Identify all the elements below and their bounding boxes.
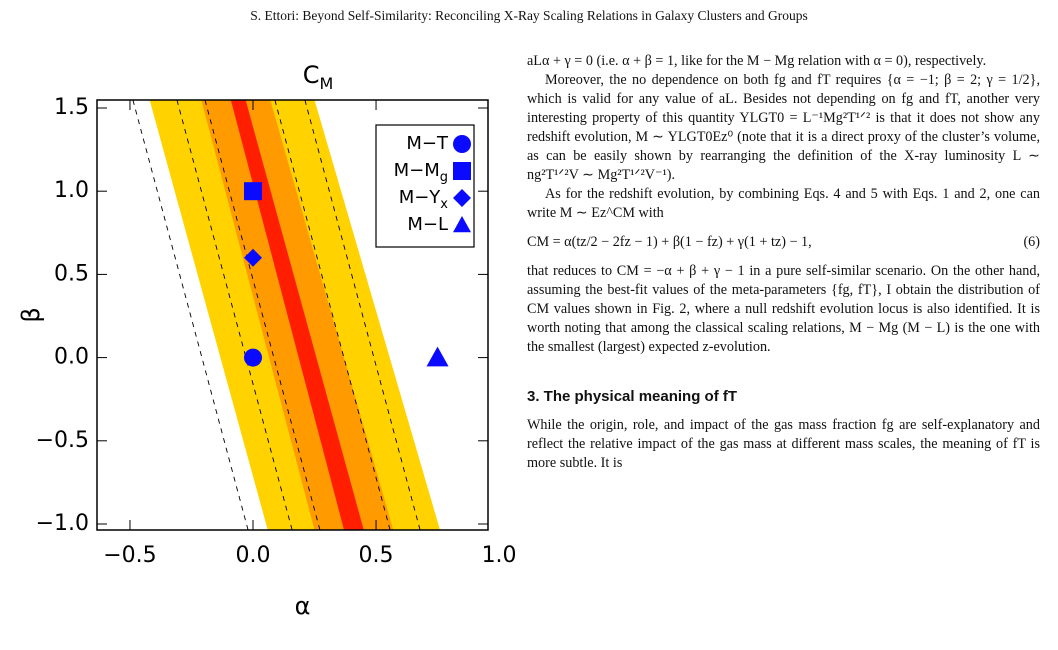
x-tick-label: −0.5	[103, 543, 156, 568]
contour-line	[132, 100, 249, 530]
paragraph: While the origin, role, and impact of th…	[527, 417, 1040, 471]
paragraph: As for the redshift evolution, by combin…	[527, 186, 1040, 221]
y-axis-label: β	[17, 307, 45, 322]
paragraph: that reduces to CM = −α + β + γ − 1 in a…	[527, 263, 1040, 355]
x-tick-label: 1.0	[482, 543, 517, 568]
contour-line	[176, 100, 293, 530]
legend-marker	[453, 216, 471, 233]
legend-label: M−Mg	[394, 160, 448, 185]
legend-marker	[453, 135, 471, 153]
legend-sub: x	[440, 197, 448, 212]
legend-label: M−Yx	[399, 187, 449, 212]
marker	[244, 348, 263, 367]
x-tick-label: 0.0	[236, 543, 271, 568]
marker	[426, 346, 449, 367]
contour-line	[274, 100, 391, 530]
text-column: aLα + γ = 0 (i.e. α + β = 1, like for th…	[527, 52, 1040, 473]
band	[230, 100, 364, 530]
legend-name: M−M	[394, 160, 440, 181]
y-tick-label: 1.5	[54, 95, 89, 120]
legend: M−TM−MgM−YxM−L	[375, 124, 475, 248]
chart: −0.5 0.0 0.5 1.0−1.0−0.50.00.51.01.5CMαβM−T…	[17, 61, 517, 620]
title-main: C	[303, 61, 320, 89]
legend-name: M−L	[407, 214, 448, 235]
y-tick-label: −1.0	[36, 511, 89, 536]
legend-name: M−Y	[399, 187, 442, 208]
contour-line	[204, 100, 321, 530]
equation-row: CM = α(tz/2 − 2fz − 1) + β(1 − fz) + γ(1…	[527, 233, 1040, 252]
section-heading: 3. The physical meaning of fT	[527, 388, 738, 405]
x-axis-label: α	[295, 592, 311, 620]
chart-title: CM	[303, 61, 334, 93]
y-tick-label: −0.5	[36, 428, 89, 453]
paragraph: Moreover, the no dependence on both fg a…	[527, 72, 1040, 183]
legend-marker	[453, 162, 471, 180]
marker	[244, 248, 263, 267]
equation: CM = α(tz/2 − 2fz − 1) + β(1 − fz) + γ(1…	[527, 234, 812, 250]
legend-sub: g	[440, 170, 448, 185]
equation-number: (6)	[1023, 234, 1040, 250]
title-sub: M	[319, 74, 333, 93]
contour-line	[304, 100, 421, 530]
y-tick-label: 0.5	[54, 261, 89, 286]
legend-label: M−T	[406, 133, 449, 154]
y-tick-label: 0.0	[54, 345, 89, 370]
running-header: S. Ettori: Beyond Self-Similarity: Recon…	[250, 8, 808, 23]
legend-name: M−T	[406, 133, 449, 154]
x-tick-label: 0.5	[359, 543, 394, 568]
plot-frame	[96, 99, 489, 531]
legend-label: M−L	[407, 214, 448, 235]
y-tick-label: 1.0	[54, 178, 89, 203]
marker	[244, 182, 263, 201]
legend-marker	[453, 189, 471, 207]
plot-area	[132, 100, 441, 530]
paragraph: aLα + γ = 0 (i.e. α + β = 1, like for th…	[527, 53, 987, 69]
